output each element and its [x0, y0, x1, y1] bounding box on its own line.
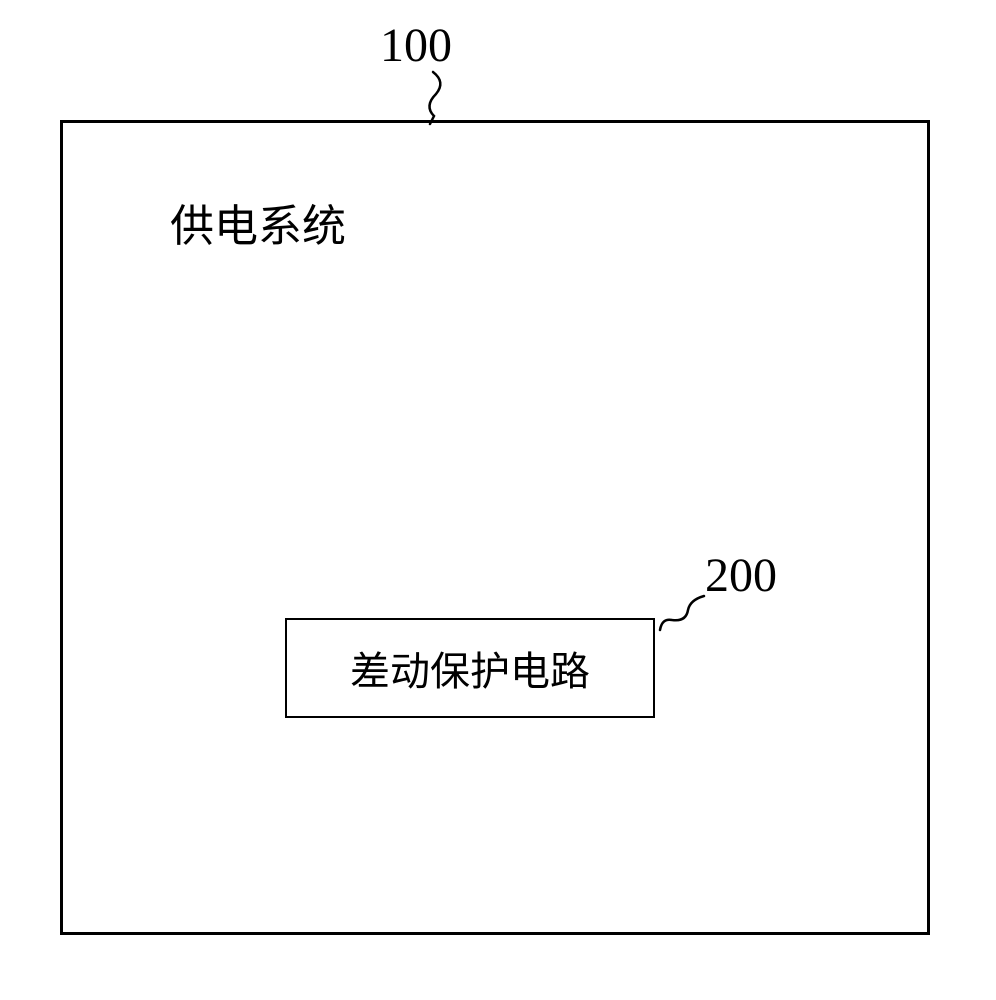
outer-leader-line [418, 72, 448, 124]
outer-leader-path [429, 72, 440, 124]
outer-ref-number: 100 [380, 18, 452, 73]
inner-leader-path [660, 596, 704, 630]
outer-system-label: 供电系统 [170, 190, 346, 254]
inner-circuit-label: 差动保护电路 [350, 639, 590, 697]
inner-circuit-box: 差动保护电路 [285, 618, 655, 718]
block-diagram: 供电系统 100 差动保护电路 200 [0, 0, 996, 1000]
inner-ref-number: 200 [705, 548, 777, 603]
inner-leader-line [660, 596, 708, 636]
